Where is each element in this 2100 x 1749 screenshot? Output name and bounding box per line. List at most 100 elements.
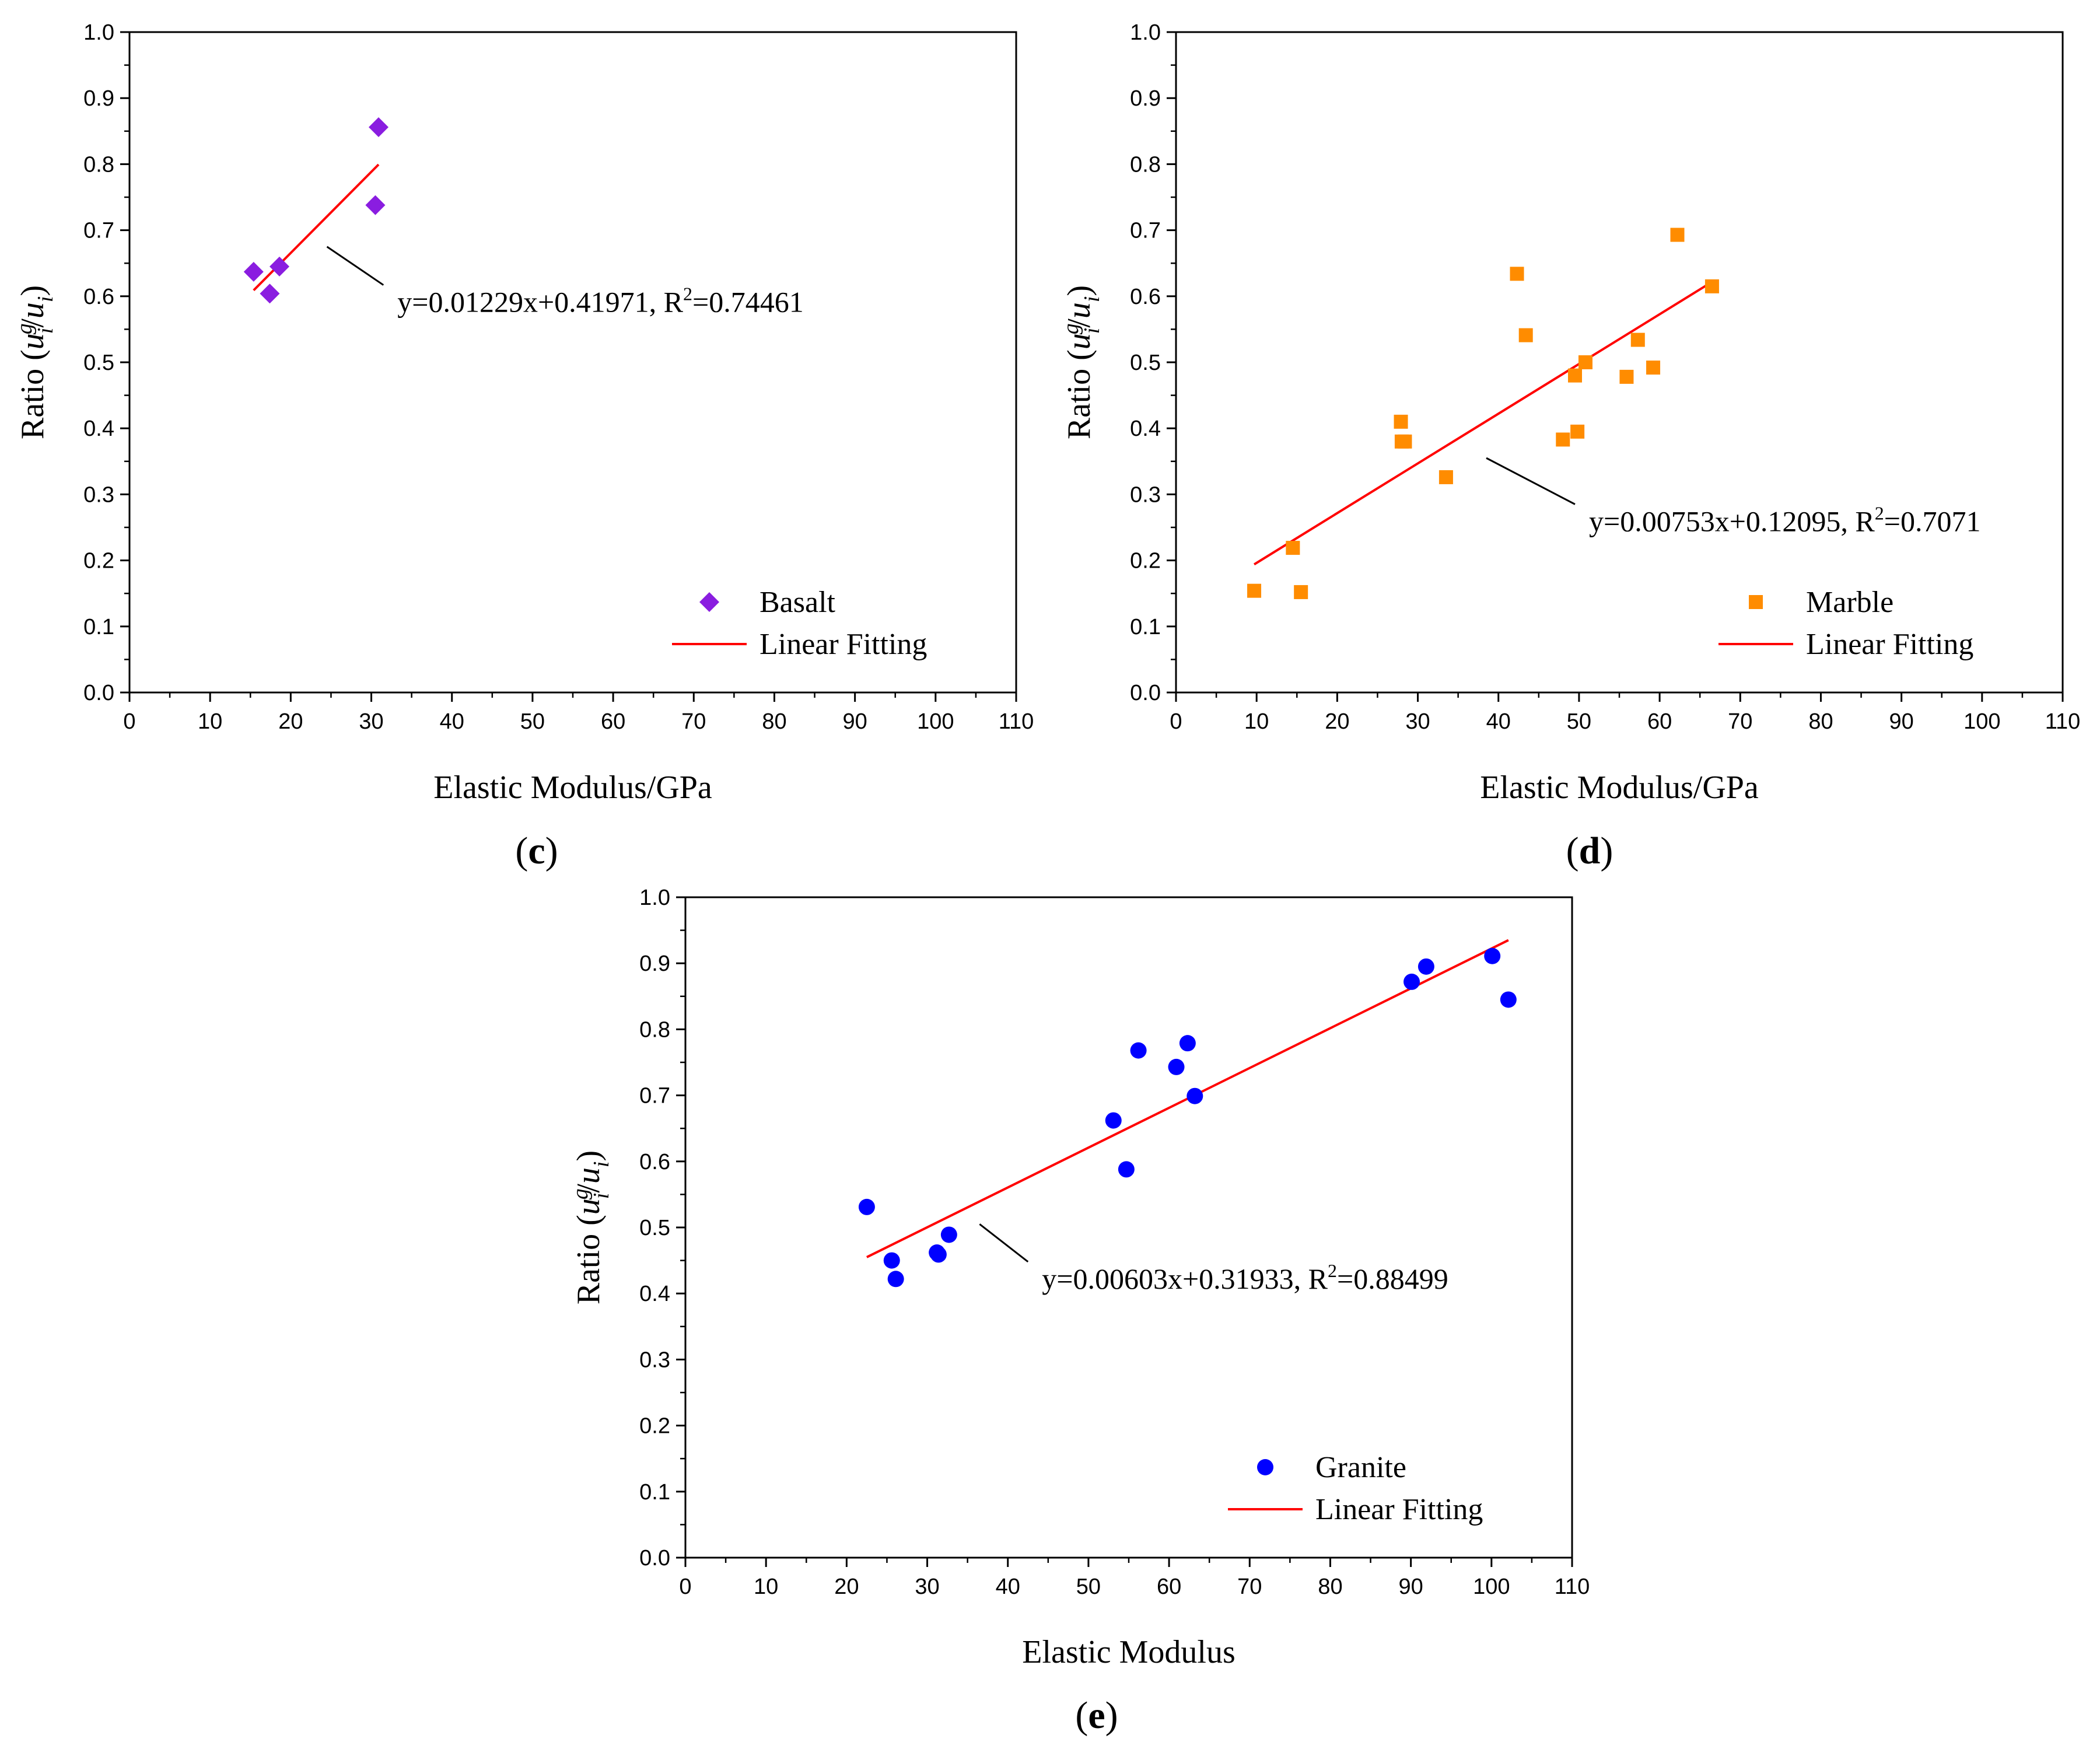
x-tick-label: 40	[440, 709, 464, 734]
data-point	[1578, 355, 1592, 369]
data-point	[1570, 424, 1585, 439]
x-tick-label: 20	[278, 709, 303, 734]
x-tick-label: 50	[1567, 709, 1591, 734]
data-point	[270, 256, 290, 277]
data-point	[1186, 1087, 1203, 1104]
data-point	[1286, 541, 1300, 555]
x-tick-label: 90	[1889, 709, 1913, 734]
y-tick-label: 0.7	[639, 1084, 670, 1108]
data-point	[1294, 585, 1308, 599]
y-tick-label: 0.9	[83, 86, 114, 111]
y-tick-label: 0.0	[639, 1546, 670, 1570]
y-tick-label: 0.3	[1130, 482, 1161, 507]
legend-label-fit: Linear Fitting	[1806, 628, 1973, 661]
x-tick-label: 110	[999, 709, 1034, 734]
data-point	[1438, 470, 1453, 484]
x-tick-label: 0	[1170, 709, 1182, 734]
data-point	[260, 284, 280, 304]
x-tick-label: 110	[1555, 1575, 1590, 1599]
data-point	[887, 1271, 904, 1288]
y-tick-label: 0.6	[639, 1150, 670, 1174]
chart-panel-c: 0 10 20 30 40 50 60 70 80 90 100 110 0.0 0.1 0.2 0.3 0.4…	[12, 20, 1034, 872]
x-tick-label: 90	[842, 709, 867, 734]
x-tick-label: 30	[915, 1575, 939, 1599]
data-point	[940, 1226, 957, 1243]
y-tick-label: 0.0	[1130, 681, 1161, 705]
y-tick-label: 1.0	[1130, 20, 1161, 45]
x-tick-label: 100	[917, 709, 954, 734]
data-point	[858, 1198, 875, 1215]
y-tick-label: 0.3	[639, 1348, 670, 1372]
data-point	[1418, 958, 1434, 975]
data-point	[883, 1252, 900, 1269]
x-tick-label: 0	[123, 709, 135, 734]
x-tick-label: 10	[1244, 709, 1269, 734]
y-axis-title: Ratio (ugi/ui)	[1059, 285, 1104, 439]
x-tick-label: 20	[834, 1575, 859, 1599]
x-tick-label: 40	[1486, 709, 1511, 734]
y-tick-label: 1.0	[639, 886, 670, 910]
data-point	[1168, 1058, 1185, 1075]
data-point	[243, 261, 264, 282]
y-axis-title: Ratio (ugi/ui)	[12, 285, 58, 439]
x-axis-title: Elastic Modulus/GPa	[1480, 769, 1759, 806]
y-tick-label: 0.5	[1130, 351, 1161, 375]
y-tick-label: 0.2	[639, 1414, 670, 1439]
y-tick-label: 0.5	[83, 351, 114, 375]
data-point	[368, 117, 388, 138]
x-tick-label: 60	[1647, 709, 1672, 734]
x-tick-label: 80	[1318, 1575, 1342, 1599]
legend-label-series: Marble	[1806, 586, 1894, 619]
data-point	[1568, 368, 1582, 383]
x-tick-label: 80	[1808, 709, 1833, 734]
data-point	[1646, 361, 1661, 375]
x-axis-title: Elastic Modulus/GPa	[433, 769, 712, 806]
x-tick-label: 100	[1964, 709, 2000, 734]
y-tick-label: 0.7	[83, 219, 114, 243]
y-tick-label: 0.1	[639, 1480, 670, 1505]
legend-label-series: Basalt	[760, 586, 836, 619]
panel-label: (e)	[1075, 1694, 1118, 1737]
x-tick-label: 20	[1325, 709, 1349, 734]
data-point	[1394, 414, 1408, 429]
data-point	[1130, 1042, 1147, 1059]
y-tick-label: 0.5	[639, 1216, 670, 1240]
annotation-pointer	[1486, 457, 1576, 505]
data-point	[1630, 333, 1645, 347]
annotation-pointer	[326, 246, 384, 286]
y-tick-label: 0.4	[639, 1282, 670, 1306]
fit-equation: y=0.01229x+0.41971, R2=0.74461	[397, 284, 803, 319]
y-tick-label: 0.6	[1130, 285, 1161, 309]
data-point	[1118, 1161, 1135, 1178]
fit-equation: y=0.00753x+0.12095, R2=0.7071	[1589, 502, 1980, 537]
data-point	[1510, 267, 1524, 281]
plot-frame	[128, 31, 1017, 694]
data-point	[1518, 328, 1533, 342]
plot-frame	[1175, 31, 2064, 694]
legend-marker	[1257, 1459, 1273, 1475]
x-tick-label: 70	[681, 709, 706, 734]
data-point	[1398, 434, 1412, 449]
data-point	[1500, 991, 1517, 1008]
y-tick-label: 0.8	[1130, 152, 1161, 177]
y-tick-label: 0.8	[639, 1017, 670, 1042]
fit-equation: y=0.00603x+0.31933, R2=0.88499	[1042, 1260, 1448, 1295]
y-tick-label: 0.9	[639, 952, 670, 976]
x-tick-label: 60	[601, 709, 625, 734]
data-point	[1556, 432, 1570, 447]
x-tick-label: 100	[1473, 1575, 1510, 1599]
legend-marker	[1749, 595, 1763, 609]
fit-line	[1253, 281, 1713, 566]
fit-line	[253, 163, 380, 292]
x-tick-label: 90	[1398, 1575, 1423, 1599]
y-tick-label: 0.2	[83, 549, 114, 573]
x-tick-label: 10	[754, 1575, 778, 1599]
x-tick-label: 30	[359, 709, 383, 734]
x-tick-label: 30	[1405, 709, 1430, 734]
y-tick-label: 0.3	[83, 482, 114, 507]
x-tick-label: 40	[996, 1575, 1020, 1599]
panel-label: (d)	[1566, 830, 1614, 872]
x-tick-label: 50	[1076, 1575, 1101, 1599]
panel-label: (c)	[515, 830, 558, 872]
y-tick-label: 1.0	[83, 20, 114, 45]
